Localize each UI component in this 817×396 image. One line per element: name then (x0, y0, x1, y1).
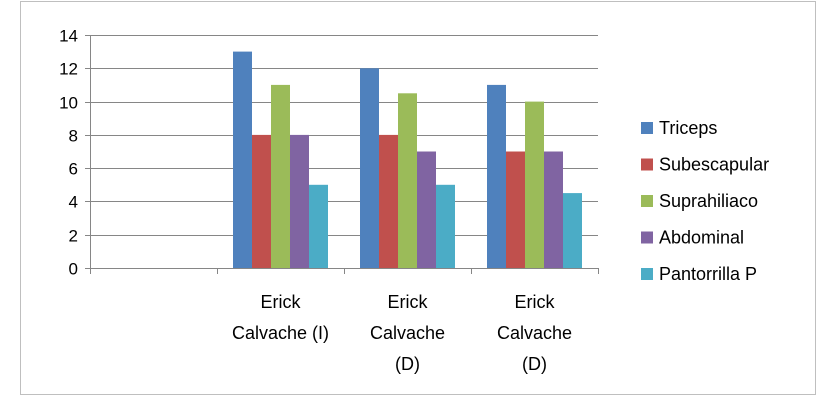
x-category-label: Calvache (I) (232, 323, 329, 343)
bar (544, 151, 563, 268)
y-tick-label: 14 (59, 27, 78, 46)
x-category-label: Calvache (497, 323, 572, 343)
bar (436, 184, 455, 268)
x-category-label: Calvache (370, 323, 445, 343)
bar (379, 134, 398, 268)
y-tick-label: 2 (69, 227, 78, 246)
bar (398, 93, 417, 269)
x-category-label: Erick (261, 292, 302, 312)
x-category-label: (D) (522, 354, 547, 374)
legend-swatch (641, 268, 653, 280)
bar (252, 134, 271, 268)
legend-swatch (641, 231, 653, 244)
legend-label: Pantorrilla P (659, 264, 757, 284)
legend-label: Subescapular (659, 155, 769, 175)
x-category-label: Erick (388, 292, 429, 312)
bar (290, 134, 309, 268)
bar (309, 184, 328, 268)
y-tick-label: 10 (59, 94, 78, 113)
legend-label: Abdominal (659, 228, 744, 248)
legend: Triceps Subescapular Suprahiliaco Abdominal… (641, 118, 769, 284)
y-tick-label: 8 (69, 127, 78, 146)
bar (563, 193, 582, 268)
x-category-label: (D) (395, 354, 420, 374)
axes (85, 35, 599, 274)
bar (360, 68, 379, 268)
legend-swatch (641, 158, 653, 171)
bar (417, 151, 436, 268)
y-tick-labels: 0 2 4 6 8 10 12 14 (59, 27, 78, 279)
legend-label: Suprahiliaco (659, 191, 758, 211)
bars (233, 51, 582, 269)
x-category-labels: Erick Calvache (I) Erick Calvache (D) Erick Ca… (232, 292, 572, 374)
legend-swatch (641, 122, 653, 134)
y-tick-label: 0 (69, 260, 78, 279)
legend-label: Triceps (659, 118, 717, 138)
bar (506, 151, 525, 268)
bar (525, 101, 544, 268)
y-tick-label: 12 (59, 60, 78, 79)
y-tick-label: 4 (69, 193, 78, 212)
x-category-label: Erick (515, 292, 556, 312)
bar (233, 51, 252, 268)
y-tick-label: 6 (69, 160, 78, 179)
legend-swatch (641, 195, 653, 207)
bar (271, 84, 290, 269)
bar (487, 84, 506, 269)
